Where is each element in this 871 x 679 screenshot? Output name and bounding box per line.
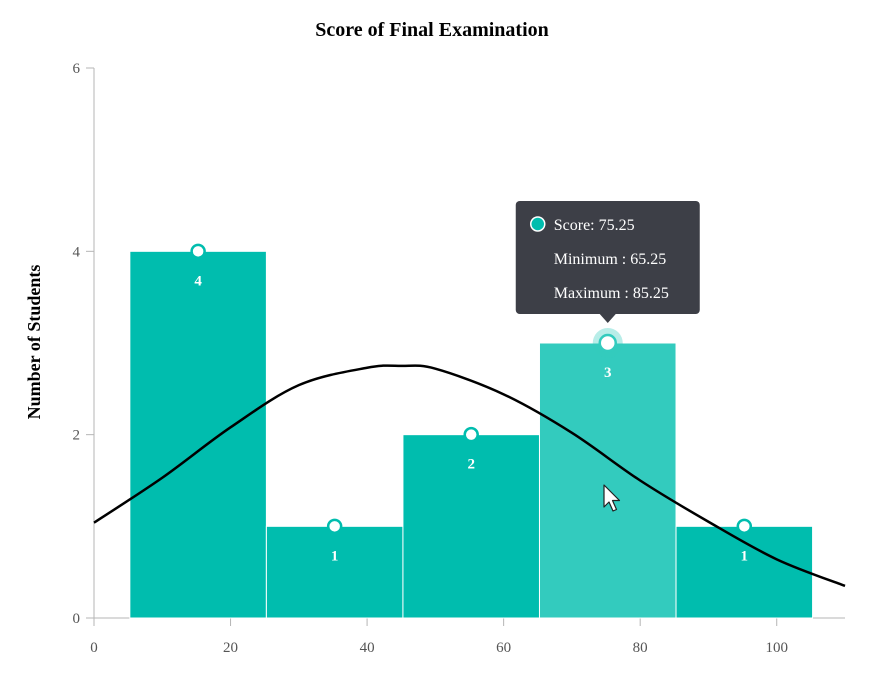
tooltip-score: Score: 75.25 xyxy=(554,217,635,234)
series-dot-icon xyxy=(530,216,546,232)
tooltip-box xyxy=(515,201,700,314)
data-label: 3 xyxy=(604,365,612,381)
histogram-bar[interactable] xyxy=(675,525,814,619)
y-tick-label: 0 xyxy=(73,611,81,627)
tooltip-minimum: Minimum : 65.25 xyxy=(554,251,666,268)
histogram-bar[interactable] xyxy=(538,342,677,619)
chart-title: Score of Final Examination xyxy=(315,19,549,41)
bar-labels: 4 1 2 3 1 xyxy=(194,273,748,564)
tooltip: Score: 75.25 Minimum : 65.25 Maximum : 85.… xyxy=(515,201,700,323)
x-tick-label: 60 xyxy=(496,640,511,656)
x-tick-label: 20 xyxy=(223,640,238,656)
data-label: 1 xyxy=(331,548,339,564)
x-tick-label: 80 xyxy=(633,640,648,656)
x-tick-label: 100 xyxy=(765,640,788,656)
y-axis-label: Number of Students xyxy=(24,265,44,420)
y-tick-label: 2 xyxy=(73,428,81,444)
histogram-bar[interactable] xyxy=(129,250,267,619)
data-point-marker[interactable] xyxy=(190,243,206,260)
data-point-marker[interactable] xyxy=(463,426,479,443)
distribution-curve-group xyxy=(93,364,846,588)
mouse-pointer-shape xyxy=(603,484,621,512)
tooltip-pointer xyxy=(599,314,616,323)
y-tick-label: 4 xyxy=(73,244,81,260)
data-label: 1 xyxy=(741,548,749,564)
histogram-bar[interactable] xyxy=(265,525,404,619)
histogram-bar[interactable] xyxy=(402,434,540,619)
bars xyxy=(129,250,814,619)
tooltip-maximum: Maximum : 85.25 xyxy=(554,285,669,302)
data-point-marker[interactable] xyxy=(326,518,343,535)
data-point-marker[interactable] xyxy=(736,518,753,535)
data-label: 2 xyxy=(467,457,475,473)
data-label: 4 xyxy=(194,273,202,289)
bar-markers xyxy=(190,243,753,535)
mouse-cursor-icon xyxy=(603,484,621,512)
data-point-marker[interactable] xyxy=(598,333,618,353)
x-tick-label: 0 xyxy=(90,640,98,656)
x-tick-label: 40 xyxy=(360,640,375,656)
y-tick-label: 6 xyxy=(73,61,81,77)
distribution-curve xyxy=(93,364,846,588)
